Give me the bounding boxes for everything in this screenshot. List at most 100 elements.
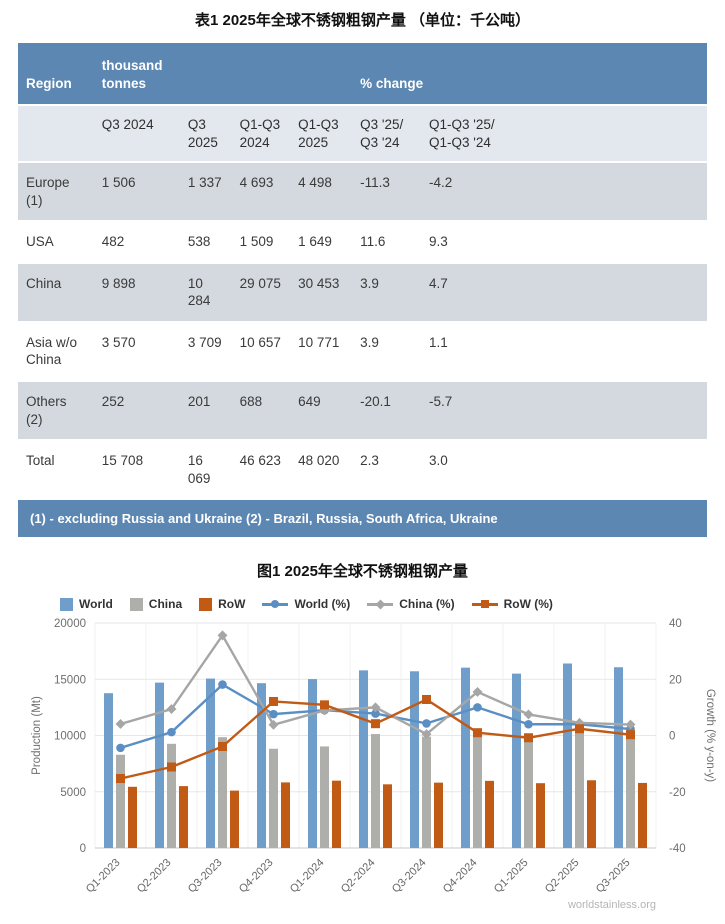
bar-row-Q1-2024	[332, 780, 341, 849]
region-label: USA	[18, 222, 94, 264]
marker-row--Q1-2024	[320, 700, 329, 710]
marker-row--Q2-2025	[575, 724, 584, 734]
watermark: worldstainless.org	[567, 899, 656, 911]
bar-china-Q3-2025	[626, 732, 635, 849]
bar-row-Q3-2025	[638, 783, 647, 849]
y-axis-left-tick: 5000	[60, 787, 86, 799]
bar-row-Q4-2023	[281, 782, 290, 849]
marker-china--Q3-2025	[625, 719, 636, 730]
legend-label: RoW	[218, 597, 246, 612]
bar-row-Q3-2024	[434, 782, 443, 849]
x-axis-tick: Q1-2024	[288, 857, 327, 896]
region-label: Total	[18, 441, 94, 501]
x-axis-tick: Q2-2023	[135, 857, 174, 896]
table-row-europe: Europe (1) 1 506 1 337 4 693 4 498 -11.3…	[18, 163, 707, 223]
marker-row--Q3-2025	[626, 730, 635, 740]
y-axis-right-title: Growth (% y-on-y)	[704, 689, 716, 782]
marker-world--Q2-2023	[167, 728, 176, 737]
table-row-china: China 9 898 10 284 29 075 30 453 3.9 4.7	[18, 263, 707, 323]
chart-legend: World China RoW World (%) China (%)	[60, 597, 725, 611]
table-row-usa: USA 482 538 1 509 1 649 11.6 9.3	[18, 222, 707, 264]
bar-china-Q2-2024	[371, 734, 380, 849]
marker-world--Q2-2024	[371, 709, 380, 719]
bar-row-Q3-2023	[230, 790, 239, 849]
region-label: Europe (1)	[18, 163, 94, 223]
y-axis-right-tick: 0	[669, 731, 675, 743]
col-q3-2025: Q3 2025	[179, 106, 232, 164]
x-axis-tick: Q3-2025	[594, 857, 633, 896]
y-axis-right-tick: -40	[669, 843, 686, 855]
x-axis-tick: Q2-2024	[339, 857, 378, 896]
y-axis-right-tick: -20	[669, 787, 686, 799]
bar-world-Q1-2024	[308, 679, 317, 849]
y-axis-left-tick: 0	[80, 843, 86, 855]
row-pct-line-icon	[471, 598, 498, 610]
bar-row-Q2-2025	[587, 780, 596, 849]
legend-item-china: China	[129, 597, 183, 612]
bar-world-Q3-2024	[410, 671, 419, 849]
bar-row-Q1-2023	[128, 787, 137, 849]
col-header-region: Region	[18, 43, 94, 107]
x-axis-tick: Q3-2024	[390, 857, 429, 896]
bar-china-Q3-2023	[218, 737, 227, 849]
bar-china-Q3-2024	[422, 736, 431, 849]
marker-row--Q3-2023	[218, 742, 227, 752]
table-title: 表1 2025年全球不锈钢粗钢产量 （单位：千公吨）	[194, 12, 531, 29]
marker-world--Q1-2023	[116, 743, 125, 753]
marker-china--Q2-2024	[370, 702, 381, 713]
marker-china--Q3-2024	[421, 729, 432, 740]
marker-row--Q2-2024	[371, 719, 380, 729]
y-axis-left-tick: 10000	[54, 731, 86, 743]
y-axis-left-title: Production (Mt)	[31, 696, 43, 775]
legend-label: World	[79, 597, 113, 612]
region-label: Others (2)	[18, 382, 94, 442]
table-row-total: Total 15 708 16 069 46 623 48 020 2.3 3.…	[18, 441, 707, 501]
col-header-unit: thousand tonnes	[93, 43, 180, 107]
col-q3-2024: Q3 2024	[93, 106, 180, 164]
world-swatch-icon	[60, 597, 73, 611]
bar-row-Q1-2025	[536, 783, 545, 849]
legend-label: World (%)	[294, 597, 351, 612]
col-header-pct-change: % change	[352, 43, 518, 107]
bar-world-Q1-2025	[512, 673, 521, 849]
marker-row--Q4-2024	[473, 728, 482, 738]
bar-china-Q2-2023	[167, 744, 176, 849]
col-q1q3-2025: Q1-Q3 2025	[290, 106, 353, 164]
x-axis-tick: Q1-2023	[84, 857, 123, 896]
table-header-row: Region thousand tonnes % change	[18, 43, 707, 107]
y-axis-right-tick: 40	[669, 618, 682, 630]
marker-china--Q2-2023	[166, 704, 177, 715]
bar-world-Q3-2025	[614, 667, 623, 849]
x-axis-tick: Q4-2023	[237, 857, 276, 896]
figure-title: 图1 2025年全球不锈钢粗钢产量	[257, 563, 468, 581]
bar-row-Q4-2024	[485, 781, 494, 849]
bar-world-Q2-2025	[563, 663, 572, 849]
marker-world--Q3-2024	[422, 719, 431, 728]
marker-world--Q4-2023	[269, 710, 278, 719]
marker-china--Q4-2024	[472, 687, 483, 698]
x-axis-tick: Q1-2025	[492, 857, 531, 896]
marker-row--Q4-2023	[269, 697, 278, 707]
y-axis-right-tick: 20	[669, 674, 682, 686]
china-swatch-icon	[129, 597, 143, 611]
marker-row--Q1-2023	[116, 774, 125, 784]
bar-china-Q1-2023	[116, 754, 125, 849]
table-row-others: Others (2) 252 201 688 649 -20.1 -5.7	[18, 382, 707, 442]
region-label: Asia w/o China	[18, 322, 94, 383]
marker-china--Q4-2023	[268, 720, 279, 730]
bar-world-Q1-2023	[104, 693, 113, 849]
bar-world-Q4-2024	[461, 667, 470, 849]
bar-china-Q4-2024	[473, 735, 482, 849]
bar-world-Q2-2023	[155, 682, 164, 849]
col-q1q3-2024: Q1-Q3 2024	[231, 106, 291, 164]
legend-item-world: World	[60, 597, 113, 611]
bar-world-Q2-2024	[359, 670, 368, 849]
x-axis-tick: Q4-2024	[441, 857, 480, 896]
bar-row-Q2-2024	[383, 784, 392, 849]
legend-item-world-pct: World (%)	[262, 597, 350, 611]
legend-label: China	[148, 597, 183, 612]
china-pct-line-icon	[367, 598, 394, 610]
region-label: China	[18, 263, 94, 323]
bar-row-Q2-2023	[179, 786, 188, 849]
